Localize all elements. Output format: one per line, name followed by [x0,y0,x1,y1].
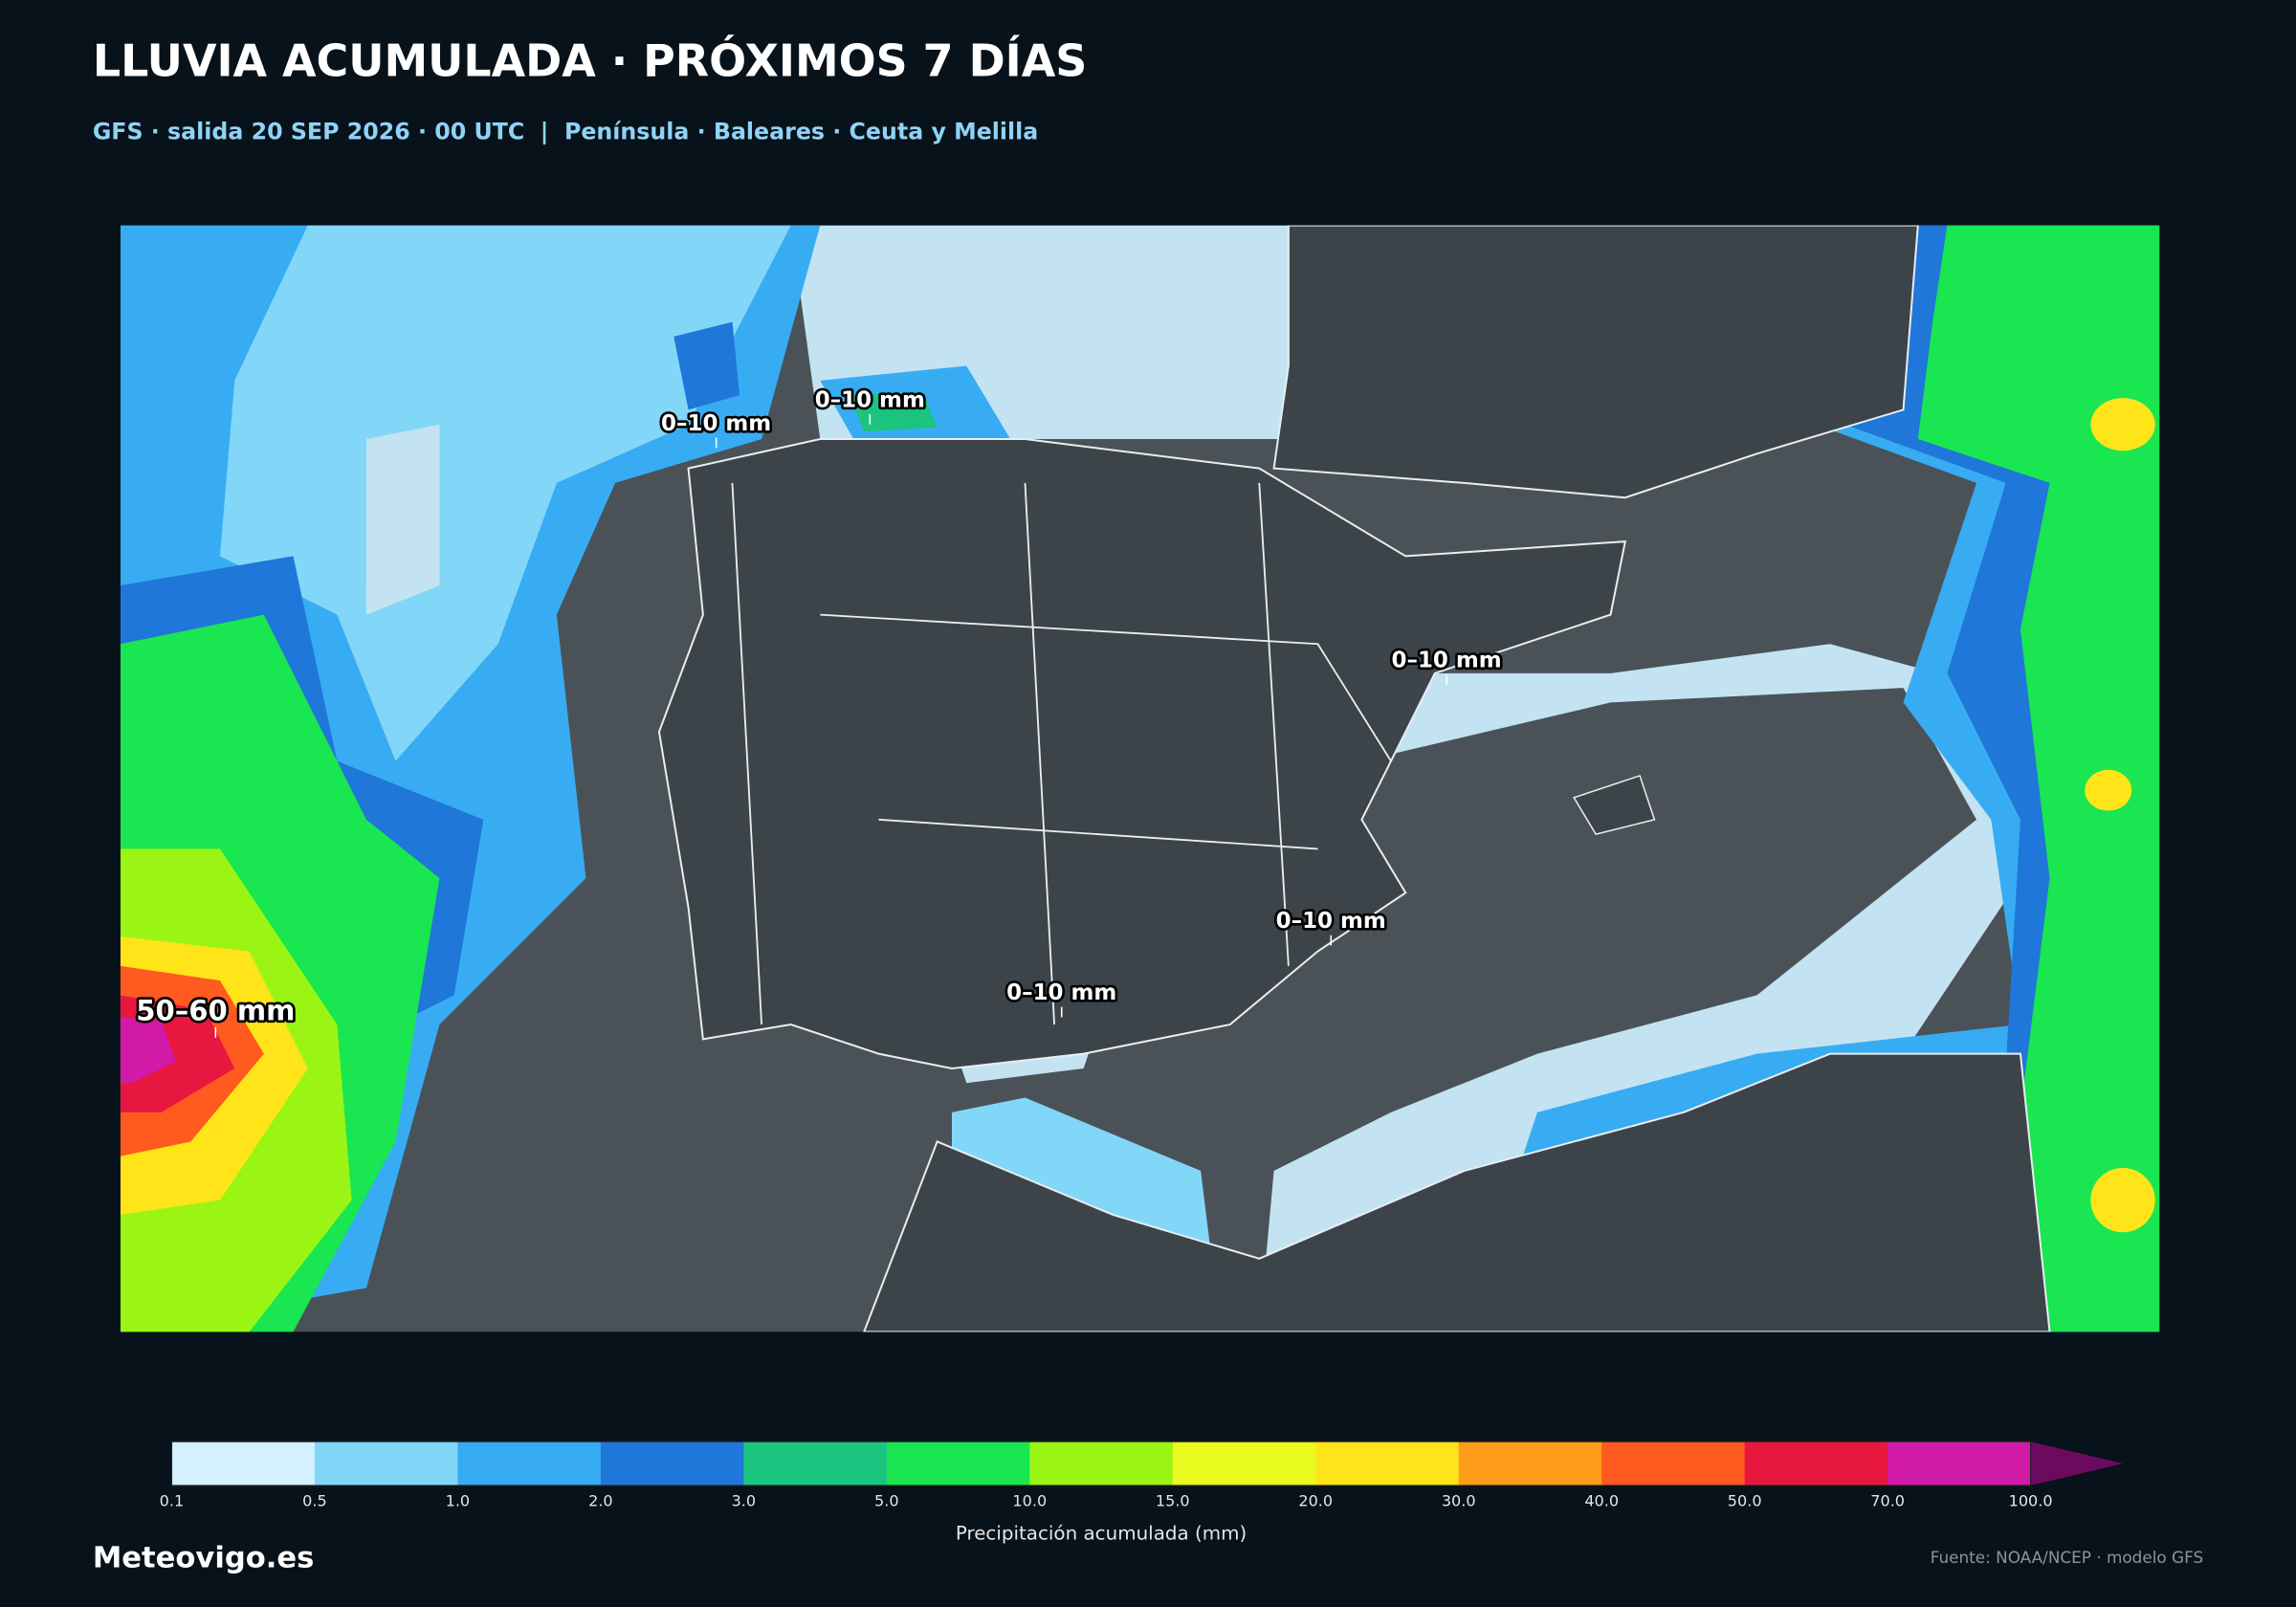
colorbar-tick-label: 5.0 [874,1491,899,1509]
map-label: 0–10 mm [815,387,925,412]
title: LLUVIA ACUMULADA · PRÓXIMOS 7 DÍAS [93,35,1088,87]
rain-area [219,225,791,761]
rain-area [1684,225,2160,1332]
colorbar-tick-label: 0.1 [160,1491,185,1509]
rain-area [1610,225,2160,1332]
colorbar-segment [314,1442,459,1486]
island [1573,774,1656,836]
map-label: 0–10 mm [1006,980,1116,1005]
colorbar-tick-label: 15.0 [1156,1491,1190,1509]
colorbar-tick-label: 20.0 [1298,1491,1333,1509]
colorbar-tick-label: 40.0 [1584,1491,1619,1509]
map [120,225,2160,1332]
colorbar-tick-label: 70.0 [1870,1491,1905,1509]
colorbar-segment [600,1442,745,1486]
colorbar-tick-label: 1.0 [446,1491,471,1509]
colorbar-segment [1888,1442,2032,1486]
colorbar-segment [1744,1442,1888,1486]
map-label: 50–60 mm [136,994,295,1026]
colorbar-tick-label: 3.0 [732,1491,757,1509]
colorbar-segment [457,1442,602,1486]
colorbar-segment [1601,1442,1746,1486]
source: Fuente: NOAA/NCEP · modelo GFS [1931,1548,2203,1567]
rain-area [2090,1167,2155,1233]
africa [863,1052,2051,1332]
colorbar-tick-label: 10.0 [1012,1491,1047,1509]
colorbar-label: Precipitación acumulada (mm) [956,1523,1247,1545]
map-labels: 0–10 mm 0–10 mm 0–10 mm 0–10 mm 0–10 mm 50–60… [134,385,1504,1038]
colorbar-frame [170,1441,2032,1486]
border [731,482,762,1025]
rain-area [849,392,938,432]
colorbar-segment [1172,1442,1317,1486]
iberia [657,438,1627,1069]
subtitle: GFS · salida 20 SEP 2026 · 00 UTC | Pení… [93,118,1038,144]
colorbar-segment [171,1442,316,1486]
colorbar: 0.1 0.5 1.0 2.0 3.0 5.0 10.0 15.0 20.0 30.0 40.0 50… [160,1441,2124,1509]
colorbar-tick-label: 2.0 [588,1491,613,1509]
brand: Meteovigo.es [93,1542,315,1575]
rain-area [120,1017,177,1084]
colorbar-tick-label: 0.5 [302,1491,327,1509]
rain-area [2085,769,2132,811]
colorbar-segment [1315,1442,1460,1486]
colorbar-extend [2030,1442,2124,1486]
colorbar-segment [886,1442,1031,1486]
france [1272,225,1919,499]
map-label: 0–10 mm [1276,909,1386,934]
colorbar-segment [1029,1442,1174,1486]
border [820,613,1392,762]
map-label: 0–10 mm [1392,649,1502,673]
colorbar-segment [1458,1442,1602,1486]
border [878,818,1318,850]
rain-area [1259,644,2020,1332]
rain-area [365,424,440,615]
colorbar-segment [743,1442,888,1486]
colorbar-tick-label: 30.0 [1442,1491,1476,1509]
border [1024,482,1055,1025]
colorbar-tick-label: 50.0 [1728,1491,1762,1509]
map-label: 0–10 mm [661,411,771,436]
rain-area [673,321,740,410]
rain-area [2090,398,2155,451]
colorbar-tick-label: 100.0 [2009,1491,2053,1509]
border [1258,482,1290,966]
